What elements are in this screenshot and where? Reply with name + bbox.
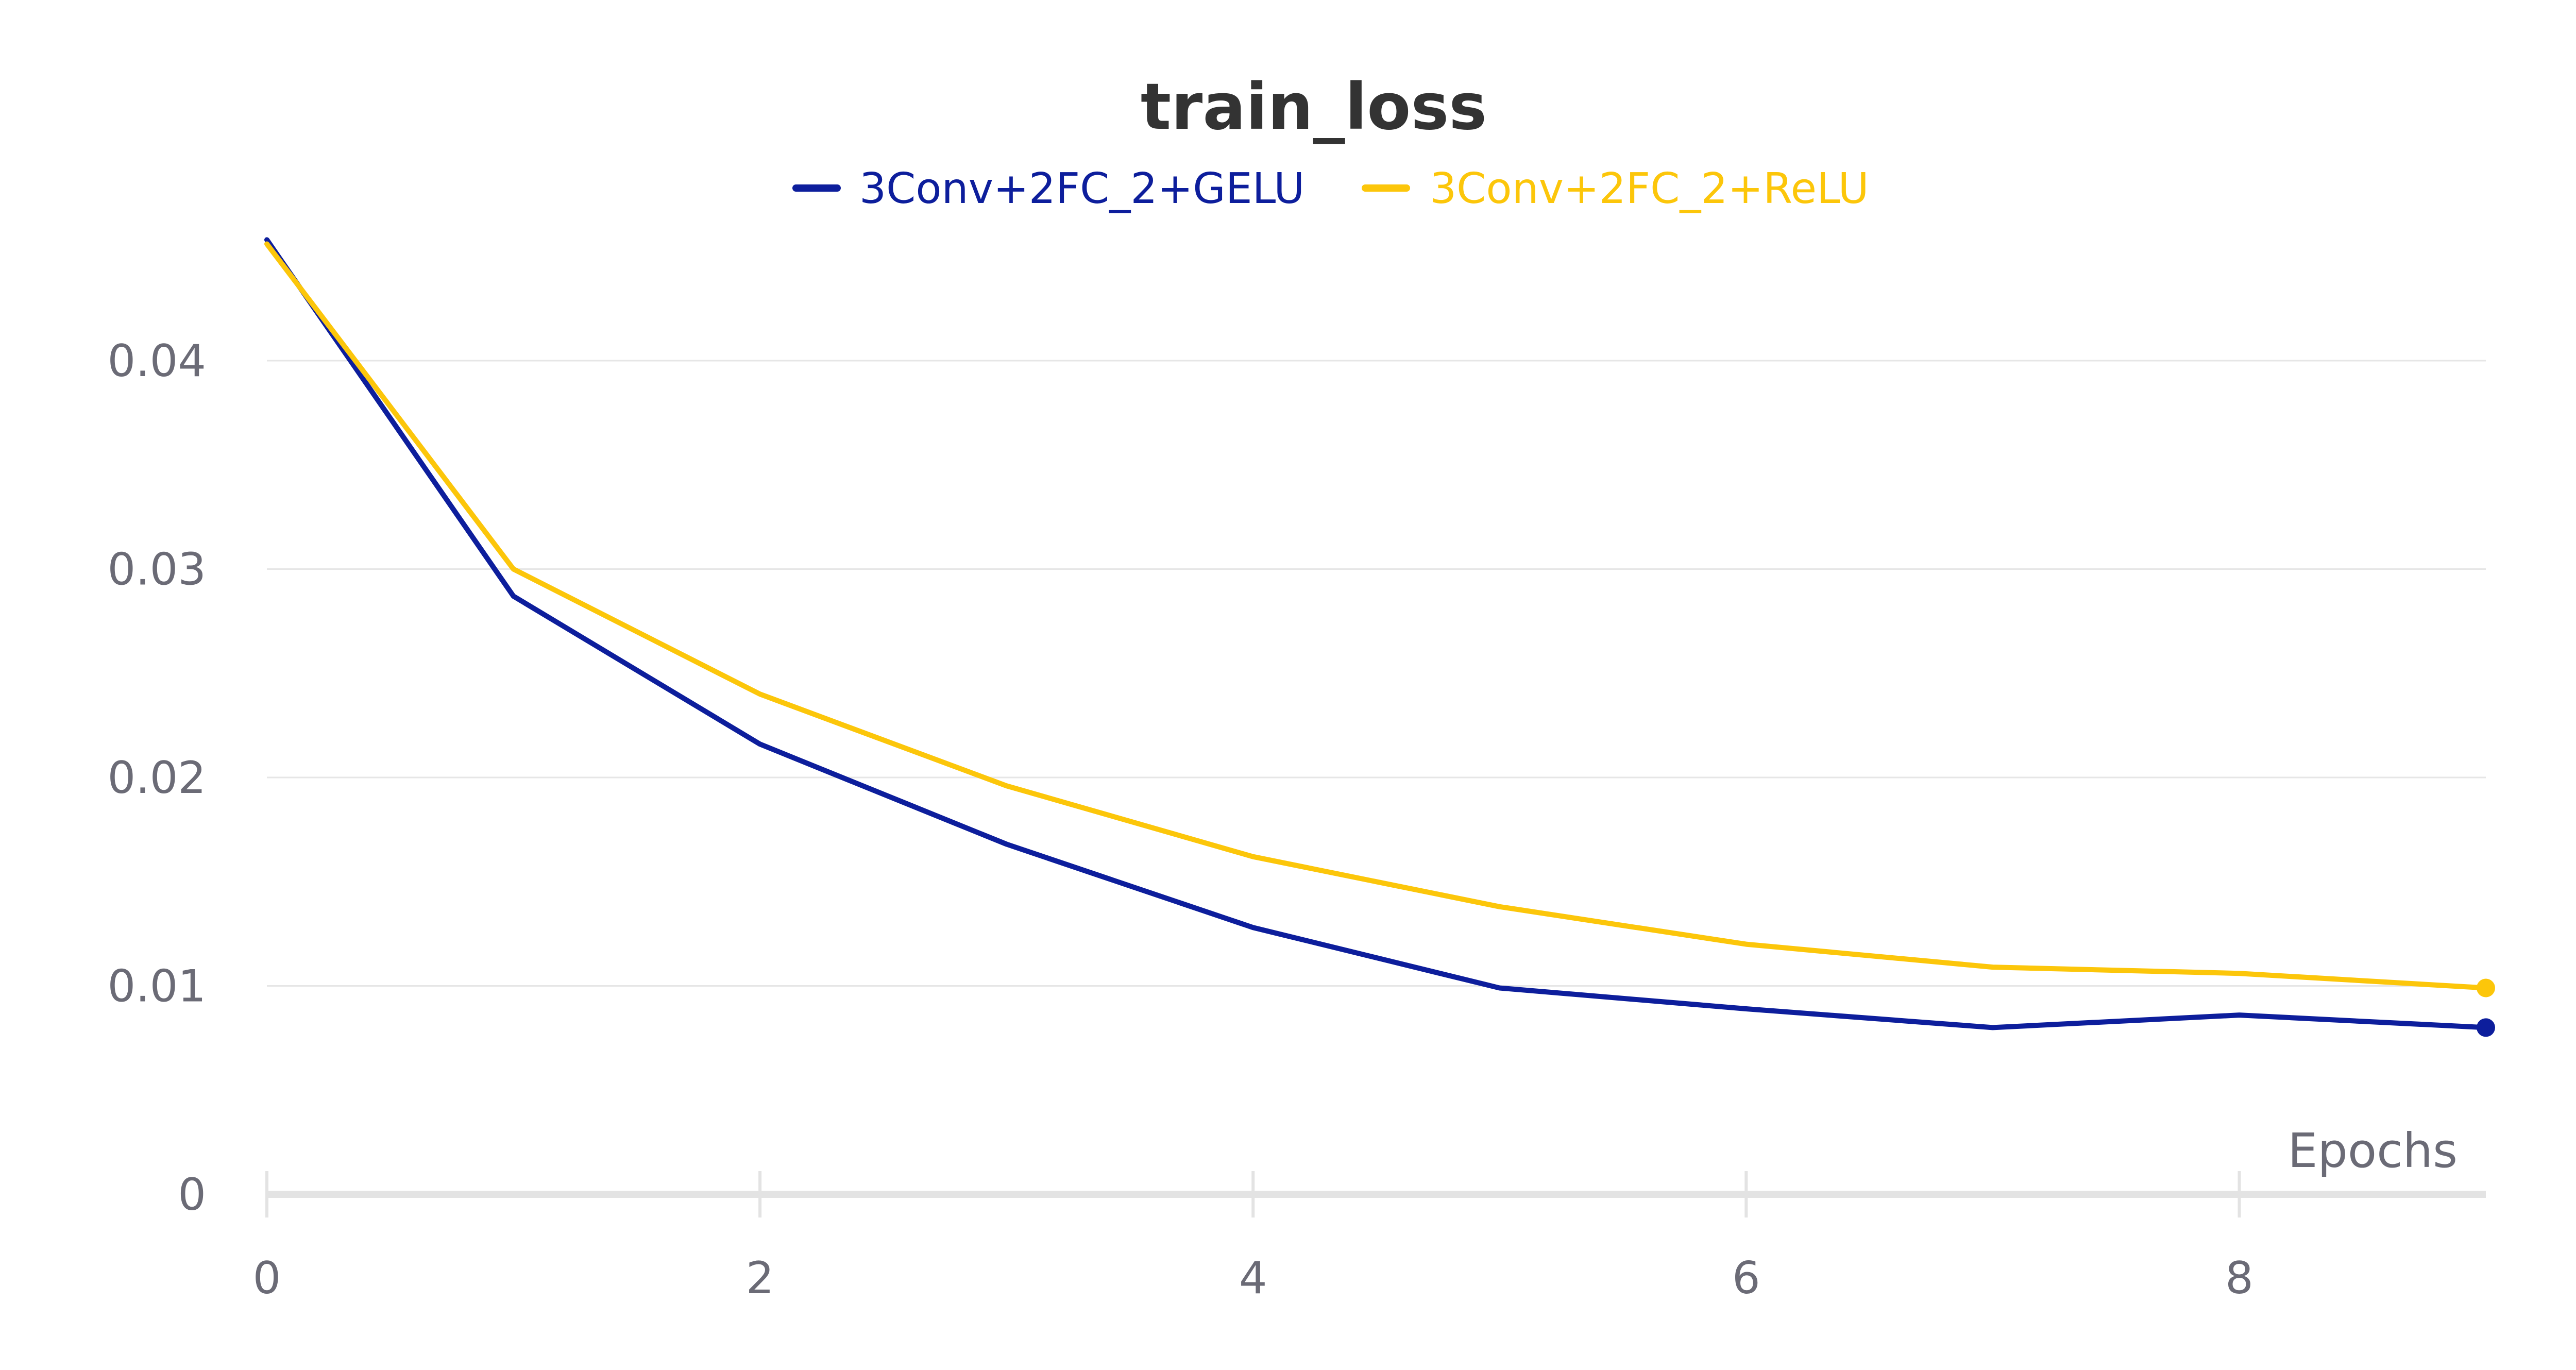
y-tick-label: 0.01 [108, 961, 206, 1012]
legend-label: 3Conv+2FC_2+GELU [859, 164, 1304, 213]
series-layer [264, 237, 2495, 1037]
legend: 3Conv+2FC_2+GELU 3Conv+2FC_2+ReLU [792, 164, 1869, 213]
x-axis-title: Epochs [2287, 1123, 2458, 1178]
x-tick-label: 8 [2225, 1253, 2253, 1304]
legend-label: 3Conv+2FC_2+ReLU [1430, 164, 1869, 213]
legend-item-1[interactable]: 3Conv+2FC_2+ReLU [1362, 164, 1869, 213]
legend-item-0[interactable]: 3Conv+2FC_2+GELU [792, 164, 1304, 213]
x-tick-label: 6 [1732, 1253, 1760, 1304]
series-line-1 [264, 241, 2488, 991]
grid-layer [267, 360, 2486, 987]
x-tick-label: 2 [746, 1253, 774, 1304]
y-tick-label: 0.03 [108, 544, 206, 596]
x-tick-label: 4 [1239, 1253, 1267, 1304]
series-end-point-1 [2477, 978, 2495, 997]
series-line-0 [264, 237, 2488, 1030]
y-tick-label: 0.04 [108, 335, 206, 387]
y-tick-label: 0 [178, 1169, 206, 1221]
series-end-point-0 [2477, 1018, 2495, 1037]
x-tick-label: 0 [253, 1253, 281, 1304]
y-tick-label: 0.02 [108, 752, 206, 804]
chart-title: train_loss [1141, 70, 1487, 144]
axis-layer: 0 0.01 0.02 0.03 0.04 0 2 4 6 8 [108, 335, 2486, 1304]
